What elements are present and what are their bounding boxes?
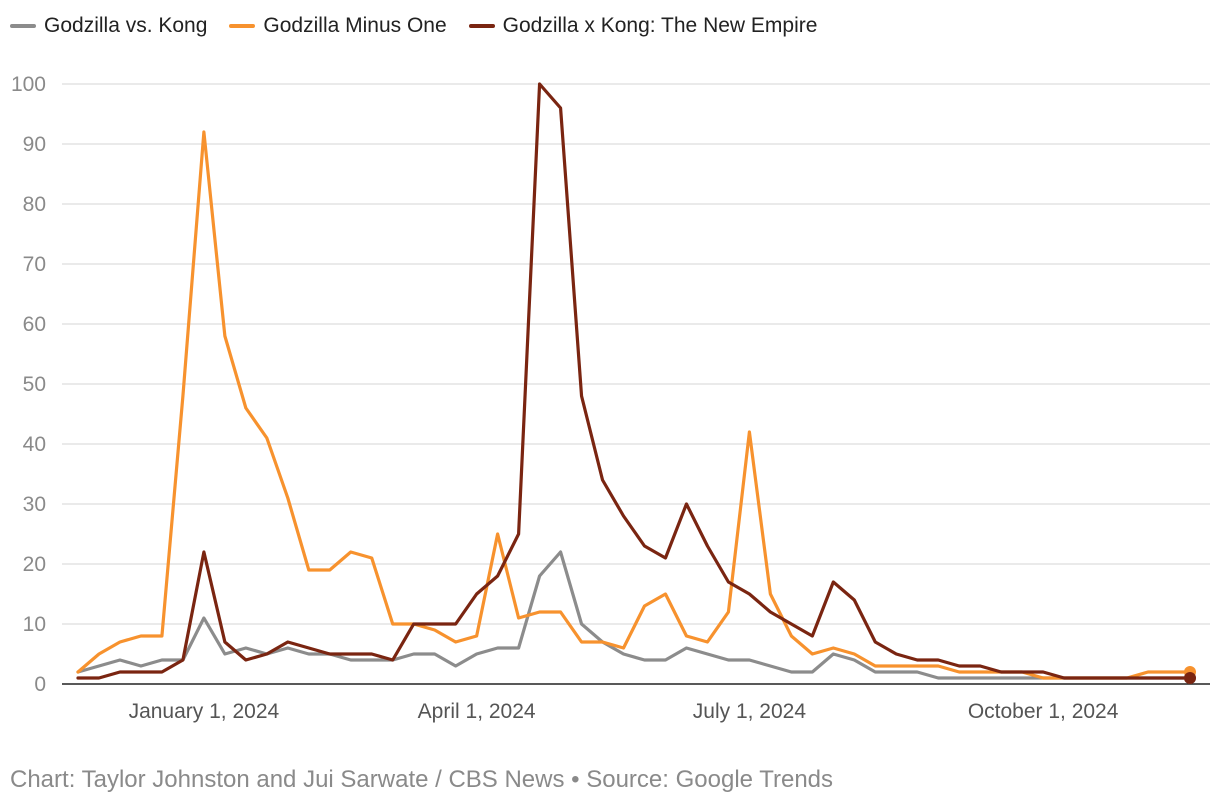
- legend-label-1: Godzilla Minus One: [263, 14, 447, 37]
- legend-swatch-0: [10, 24, 36, 28]
- y-tick-label-50: 50: [23, 373, 46, 396]
- y-tick-label-20: 20: [23, 553, 46, 576]
- x-tick-label-3: October 1, 2024: [968, 700, 1119, 723]
- y-tick-label-30: 30: [23, 493, 46, 516]
- y-tick-label-0: 0: [34, 673, 46, 696]
- x-tick-label-2: July 1, 2024: [693, 700, 807, 723]
- legend: Godzilla vs. Kong Godzilla Minus One Godzi…: [10, 14, 817, 38]
- y-tick-label-40: 40: [23, 433, 46, 456]
- y-tick-label-80: 80: [23, 193, 46, 216]
- y-tick-label-90: 90: [23, 133, 46, 156]
- chart-credit: Chart: Taylor Johnston and Jui Sarwate /…: [10, 766, 834, 793]
- legend-item-1: Godzilla Minus One: [229, 14, 447, 38]
- legend-item-0: Godzilla vs. Kong: [10, 14, 207, 38]
- y-tick-label-60: 60: [23, 313, 46, 336]
- y-tick-label-70: 70: [23, 253, 46, 276]
- x-tick-label-0: January 1, 2024: [129, 700, 280, 723]
- y-tick-label-10: 10: [23, 613, 46, 636]
- legend-item-2: Godzilla x Kong: The New Empire: [468, 14, 818, 38]
- legend-swatch-2: [468, 24, 495, 28]
- legend-label-0: Godzilla vs. Kong: [44, 14, 208, 37]
- series-line-2: [76, 82, 1192, 680]
- legend-swatch-1: [229, 24, 256, 28]
- y-tick-label-100: 100: [11, 73, 46, 96]
- series-line-0: [76, 550, 1192, 680]
- series-line-1: [76, 130, 1192, 680]
- series-end-point-2: [1184, 672, 1196, 684]
- legend-label-2: Godzilla x Kong: The New Empire: [502, 14, 818, 37]
- x-tick-label-1: April 1, 2024: [418, 700, 536, 723]
